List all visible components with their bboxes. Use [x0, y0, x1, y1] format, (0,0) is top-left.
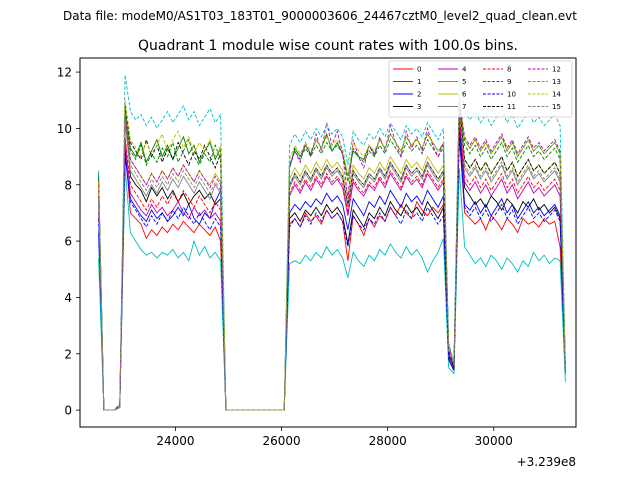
x-tick-label: 24000	[156, 434, 194, 448]
legend-label-0: 0	[417, 66, 421, 74]
plot-frame	[79, 57, 577, 428]
legend-frame	[388, 60, 573, 118]
legend-label-13: 13	[552, 78, 561, 86]
x-tick-label: 30000	[475, 434, 513, 448]
legend-label-15: 15	[552, 103, 561, 111]
series-line-14	[98, 94, 566, 411]
legend-label-10: 10	[507, 91, 516, 99]
legend-label-12: 12	[552, 66, 561, 74]
y-tick-label: 2	[64, 347, 72, 361]
legend-label-9: 9	[507, 78, 511, 86]
x-tick-label: 28000	[369, 434, 407, 448]
series-line-4	[98, 117, 566, 411]
series-line-0	[98, 134, 566, 411]
y-tick-label: 8	[64, 178, 72, 192]
y-tick-label: 12	[57, 66, 72, 80]
series-line-2	[98, 128, 566, 411]
series-line-10	[98, 136, 566, 411]
legend-label-1: 1	[417, 78, 421, 86]
legend-label-5: 5	[462, 78, 466, 86]
series-line-8	[98, 111, 566, 411]
legend-label-8: 8	[507, 66, 511, 74]
legend-label-6: 6	[462, 91, 467, 99]
y-tick-label: 10	[57, 122, 72, 136]
y-tick-label: 6	[64, 235, 72, 249]
series-line-5	[98, 167, 566, 411]
legend-label-11: 11	[507, 103, 516, 111]
legend-label-7: 7	[462, 103, 466, 111]
legend-label-4: 4	[462, 66, 467, 74]
y-tick-label: 0	[64, 404, 72, 418]
series-line-13	[98, 74, 566, 411]
legend-label-14: 14	[552, 91, 561, 99]
series-line-15	[98, 105, 566, 411]
series-line-9	[98, 100, 566, 411]
x-tick-label: 26000	[262, 434, 300, 448]
series-line-7	[98, 94, 566, 411]
y-tick-label: 4	[64, 291, 72, 305]
legend-label-3: 3	[417, 103, 421, 111]
chart-title: Quadrant 1 module wise count rates with …	[138, 38, 518, 54]
series-line-3	[98, 105, 566, 411]
series-layer	[98, 74, 566, 411]
legend-label-2: 2	[417, 91, 421, 99]
x-offset-label: +3.239e8	[517, 455, 576, 469]
suptitle: Data file: modeM0/AS1T03_183T01_90000036…	[63, 9, 577, 23]
